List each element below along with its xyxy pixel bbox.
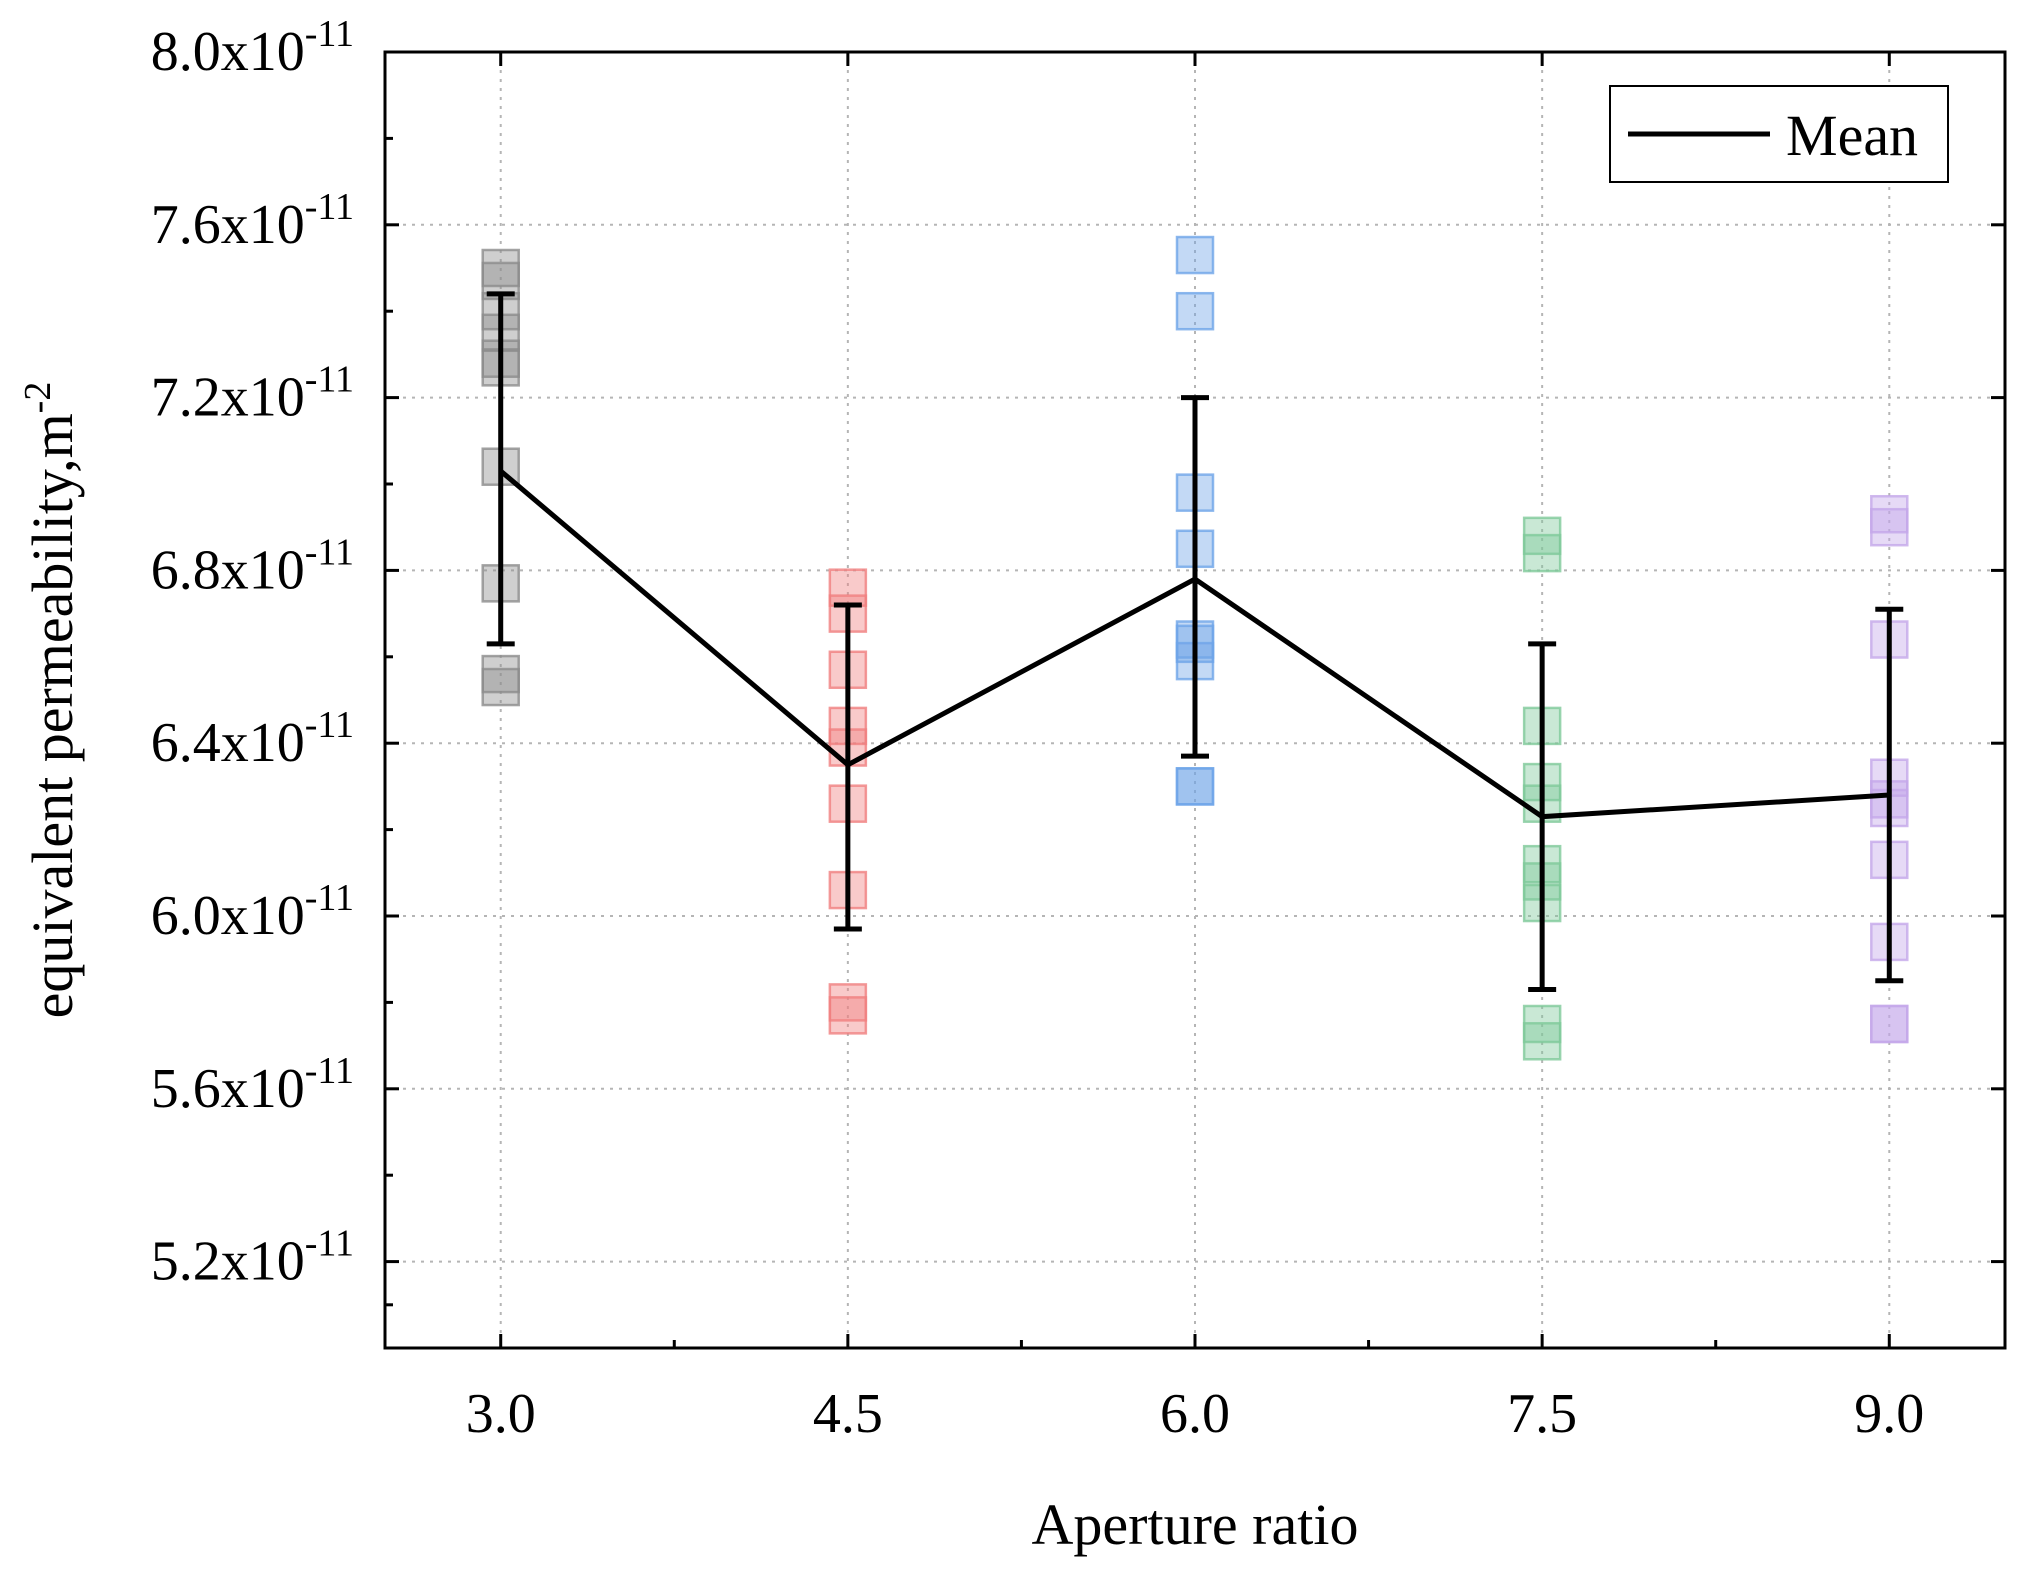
y-tick-exponent: -11 <box>305 704 354 746</box>
y-axis-label-text: equivalent permeability,m <box>20 413 85 1018</box>
y-tick-exponent: -11 <box>305 359 354 401</box>
x-tick-label: 4.5 <box>813 1383 883 1445</box>
y-tick-exponent: -11 <box>305 877 354 919</box>
data-point <box>1870 507 1909 547</box>
data-point <box>1175 291 1215 331</box>
y-tick-mantissa: 7.2x10 <box>151 367 305 429</box>
y-axis-label: equivalent permeability,m-2 <box>17 382 85 1019</box>
y-tick-label: 8.0x10-11 <box>151 13 354 83</box>
data-point <box>1175 235 1215 275</box>
y-tick-label: 5.2x10-11 <box>151 1223 354 1293</box>
y-tick-label: 7.6x10-11 <box>151 186 354 256</box>
data-point <box>828 996 868 1035</box>
data-point <box>1522 533 1562 573</box>
x-tick-label: 6.0 <box>1160 1383 1230 1445</box>
y-tick-exponent: -11 <box>305 186 354 228</box>
y-tick-mantissa: 6.0x10 <box>151 885 305 947</box>
y-tick-label: 6.8x10-11 <box>151 531 354 601</box>
y-tick-label: 6.4x10-11 <box>151 704 354 774</box>
data-point <box>481 654 520 694</box>
y-tick-label: 6.0x10-11 <box>151 877 354 947</box>
x-tick-label: 7.5 <box>1507 1383 1577 1445</box>
y-axis-label-superscript: -2 <box>17 382 59 414</box>
y-tick-label: 7.2x10-11 <box>151 359 354 429</box>
x-tick-label: 9.0 <box>1854 1383 1924 1445</box>
x-tick-label: 3.0 <box>466 1383 536 1445</box>
y-tick-exponent: -11 <box>305 13 354 55</box>
y-tick-label: 5.6x10-11 <box>151 1050 354 1120</box>
y-tick-mantissa: 8.0x10 <box>151 21 305 83</box>
y-tick-mantissa: 7.6x10 <box>151 194 305 256</box>
data-point <box>1175 767 1215 806</box>
legend: Mean <box>1609 85 1949 183</box>
y-tick-mantissa: 5.6x10 <box>151 1058 305 1120</box>
labels-layer: 5.2x10-115.6x10-116.0x10-116.4x10-116.8x… <box>151 13 1925 1445</box>
legend-mean-label: Mean <box>1786 103 1918 168</box>
data-point <box>1522 1022 1562 1061</box>
ticks-layer <box>385 50 2005 1348</box>
y-tick-exponent: -11 <box>305 1223 354 1265</box>
data-point <box>1870 1004 1909 1044</box>
y-tick-exponent: -11 <box>305 1050 354 1092</box>
y-tick-exponent: -11 <box>305 531 354 573</box>
mean-layer <box>486 291 1904 992</box>
data-point <box>481 248 520 288</box>
y-tick-mantissa: 6.4x10 <box>151 712 305 774</box>
x-axis-label: Aperture ratio <box>1032 1492 1359 1557</box>
y-tick-mantissa: 6.8x10 <box>151 539 305 601</box>
y-tick-mantissa: 5.2x10 <box>151 1231 305 1293</box>
data-point <box>481 667 520 707</box>
